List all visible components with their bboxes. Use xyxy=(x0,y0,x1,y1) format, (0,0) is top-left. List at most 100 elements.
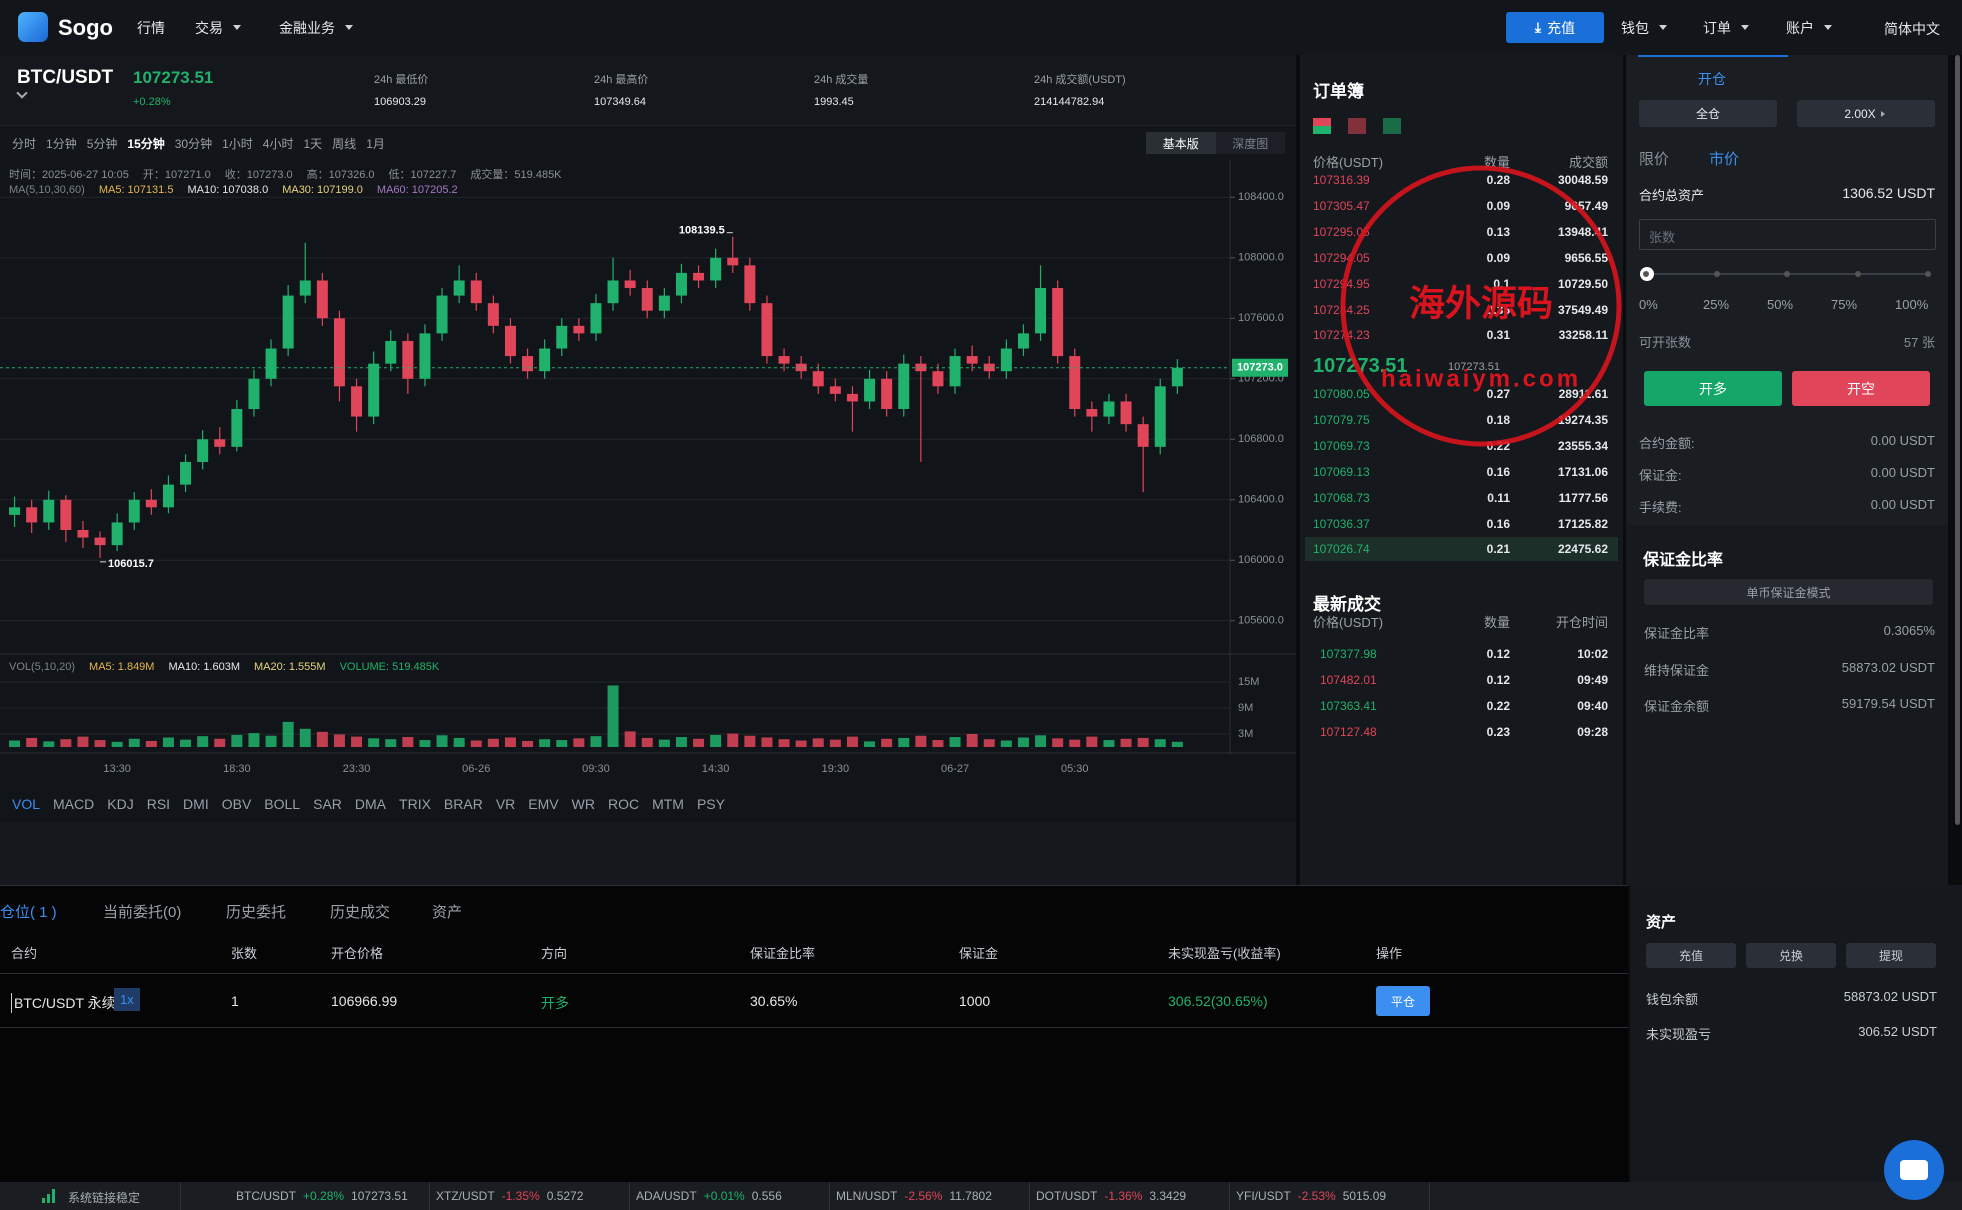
footer-ticker[interactable]: XTZ/USDT -1.35% 0.5272 xyxy=(436,1189,583,1203)
asset-button[interactable]: 兑换 xyxy=(1746,943,1836,968)
asset-label: 钱包余额 xyxy=(1646,992,1699,1007)
indicator-tab[interactable]: WR xyxy=(571,796,595,812)
indicator-tab[interactable]: VOL xyxy=(12,796,41,812)
stat-value: 1993.45 xyxy=(814,96,854,108)
nav-item[interactable]: 金融业务 xyxy=(279,18,353,38)
deposit-button[interactable]: ⤓ 充值 xyxy=(1506,12,1604,43)
margin-mode[interactable]: 全仓 xyxy=(1639,100,1777,127)
stamp-title: 海外源码 xyxy=(1409,283,1553,324)
nav-item[interactable]: 交易 xyxy=(195,18,241,38)
indicator-tab[interactable]: MTM xyxy=(652,796,684,812)
y-tick-label: 108000.0 xyxy=(1238,252,1284,264)
indicator-tab[interactable]: BRAR xyxy=(443,796,483,812)
timeframe[interactable]: 4小时 xyxy=(262,137,294,151)
ask-total: 9656.55 xyxy=(1564,250,1608,265)
footer-ticker[interactable]: BTC/USDT +0.28% 107273.51 xyxy=(236,1189,408,1203)
language[interactable]: 简体中文 xyxy=(1884,21,1940,37)
indicator-tab[interactable]: MACD xyxy=(53,796,95,812)
leverage[interactable]: 2.00X xyxy=(1797,100,1935,127)
asset-button[interactable]: 充值 xyxy=(1646,943,1736,968)
x-tick-label: 05:30 xyxy=(1061,763,1089,775)
position-tab[interactable]: 当前委托(0) xyxy=(103,904,182,921)
asset-button[interactable]: 提现 xyxy=(1846,943,1936,968)
close-button[interactable]: 平仓 xyxy=(1376,986,1430,1016)
watermark: 海外源码 haiwaiym.com xyxy=(1340,165,1622,447)
timeframe[interactable]: 1分钟 xyxy=(46,137,77,151)
candle-body xyxy=(829,386,841,394)
position-tab[interactable]: 历史委托 xyxy=(226,904,287,921)
account-menu[interactable]: 钱包 xyxy=(1621,18,1667,38)
timeframe[interactable]: 30分钟 xyxy=(174,137,213,151)
indicator-tab[interactable]: EMV xyxy=(528,796,559,812)
indicator-tab[interactable]: ROC xyxy=(607,796,640,812)
view-bids[interactable] xyxy=(1383,118,1401,134)
slider-dot[interactable] xyxy=(1925,271,1931,277)
candle-body xyxy=(812,371,824,387)
brand[interactable]: Sogo xyxy=(58,15,113,40)
footer-ticker[interactable]: MLN/USDT -2.56% 11.7802 xyxy=(836,1189,992,1203)
volume-bar xyxy=(573,738,585,747)
open-tab[interactable]: 开仓 xyxy=(1698,71,1726,87)
stat-label: 24h 成交额(USDT) xyxy=(1034,74,1126,86)
position-tab[interactable]: 资产 xyxy=(432,904,463,921)
timeframe[interactable]: 1月 xyxy=(366,137,385,151)
pair[interactable]: BTC/USDT xyxy=(17,67,114,88)
view-asks[interactable] xyxy=(1348,118,1366,134)
timeframe[interactable]: 5分钟 xyxy=(86,137,118,151)
footer-ticker[interactable]: DOT/USDT -1.36% 3.3429 xyxy=(1036,1189,1186,1203)
available-label: 可开张数 xyxy=(1639,335,1692,350)
indicator-tab[interactable]: BOLL xyxy=(264,796,301,812)
indicator-tab[interactable]: KDJ xyxy=(107,796,134,812)
volume-legend-item: MA20: 1.555M xyxy=(254,661,326,673)
chart-mode[interactable]: 基本版 xyxy=(1146,132,1216,154)
long-button[interactable]: 开多 xyxy=(1644,371,1782,406)
timeframe[interactable]: 分时 xyxy=(12,137,37,151)
margin-mode-box[interactable]: 单币保证金模式 xyxy=(1644,579,1933,605)
indicator-tab[interactable]: TRIX xyxy=(399,796,431,812)
stat-label: 24h 最低价 xyxy=(374,74,429,86)
account-menu[interactable]: 订单 xyxy=(1703,18,1749,38)
nav-item[interactable]: 行情 xyxy=(137,20,165,36)
bid-price: 107036.37 xyxy=(1313,516,1370,531)
slider-dot[interactable] xyxy=(1854,271,1861,277)
indicator-tab[interactable]: DMI xyxy=(183,796,209,812)
qty-input[interactable]: 张数 xyxy=(1639,219,1936,250)
position-tab[interactable]: 历史成交 xyxy=(330,904,391,921)
bid-total: 28911.61 xyxy=(1558,387,1608,401)
position-qty: 1 xyxy=(231,993,239,1009)
indicator-tab[interactable]: DMA xyxy=(354,796,387,812)
asset-value: 306.52 USDT xyxy=(1858,1024,1937,1039)
candle-body xyxy=(624,280,636,289)
candle-body xyxy=(1052,288,1064,357)
footer-ticker[interactable]: ADA/USDT +0.01% 0.556 xyxy=(636,1189,782,1203)
market-tab[interactable]: 市价 xyxy=(1709,151,1740,168)
short-button[interactable]: 开空 xyxy=(1792,371,1930,406)
chat-button[interactable] xyxy=(1884,1140,1944,1200)
indicator-tab[interactable]: RSI xyxy=(146,796,171,812)
chart-mode[interactable]: 深度图 xyxy=(1232,136,1269,151)
timeframe[interactable]: 周线 xyxy=(332,137,357,151)
position-tab[interactable]: 仓位( 1 ) xyxy=(0,904,57,921)
indicator-tab[interactable]: OBV xyxy=(221,796,252,812)
logo[interactable] xyxy=(18,12,48,42)
timeframe[interactable]: 1天 xyxy=(303,137,323,151)
candle-body xyxy=(658,295,670,311)
ask-total: 10729.50 xyxy=(1557,276,1608,291)
indicator-tab[interactable]: PSY xyxy=(696,796,725,812)
scrollbar[interactable] xyxy=(1955,55,1960,825)
timeframe[interactable]: 1小时 xyxy=(222,137,253,151)
limit-tab[interactable]: 限价 xyxy=(1639,151,1670,168)
indicator-tab[interactable]: VR xyxy=(495,796,516,812)
slider-dot[interactable] xyxy=(1784,271,1790,277)
timeframe[interactable]: 15分钟 xyxy=(127,137,165,151)
volume-bar xyxy=(248,733,260,747)
footer-ticker[interactable]: YFI/USDT -2.53% 5015.09 xyxy=(1236,1189,1386,1203)
pair-dropdown[interactable] xyxy=(16,87,28,99)
volume-bar xyxy=(402,737,414,747)
slider-dot[interactable] xyxy=(1713,271,1720,277)
slider-dot[interactable] xyxy=(1643,271,1649,277)
view-both[interactable] xyxy=(1313,118,1331,134)
stat-value: 106903.29 xyxy=(374,96,426,108)
account-menu[interactable]: 账户 xyxy=(1786,18,1832,38)
indicator-tab[interactable]: SAR xyxy=(313,796,342,812)
